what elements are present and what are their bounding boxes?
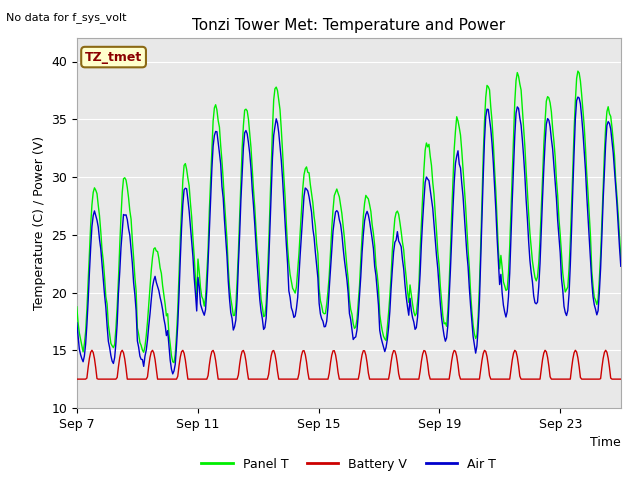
Title: Tonzi Tower Met: Temperature and Power: Tonzi Tower Met: Temperature and Power (192, 18, 506, 33)
Text: No data for f_sys_volt: No data for f_sys_volt (6, 12, 127, 23)
Y-axis label: Temperature (C) / Power (V): Temperature (C) / Power (V) (33, 136, 45, 310)
X-axis label: Time: Time (590, 436, 621, 449)
Legend: Panel T, Battery V, Air T: Panel T, Battery V, Air T (196, 453, 501, 476)
Text: TZ_tmet: TZ_tmet (85, 50, 142, 63)
